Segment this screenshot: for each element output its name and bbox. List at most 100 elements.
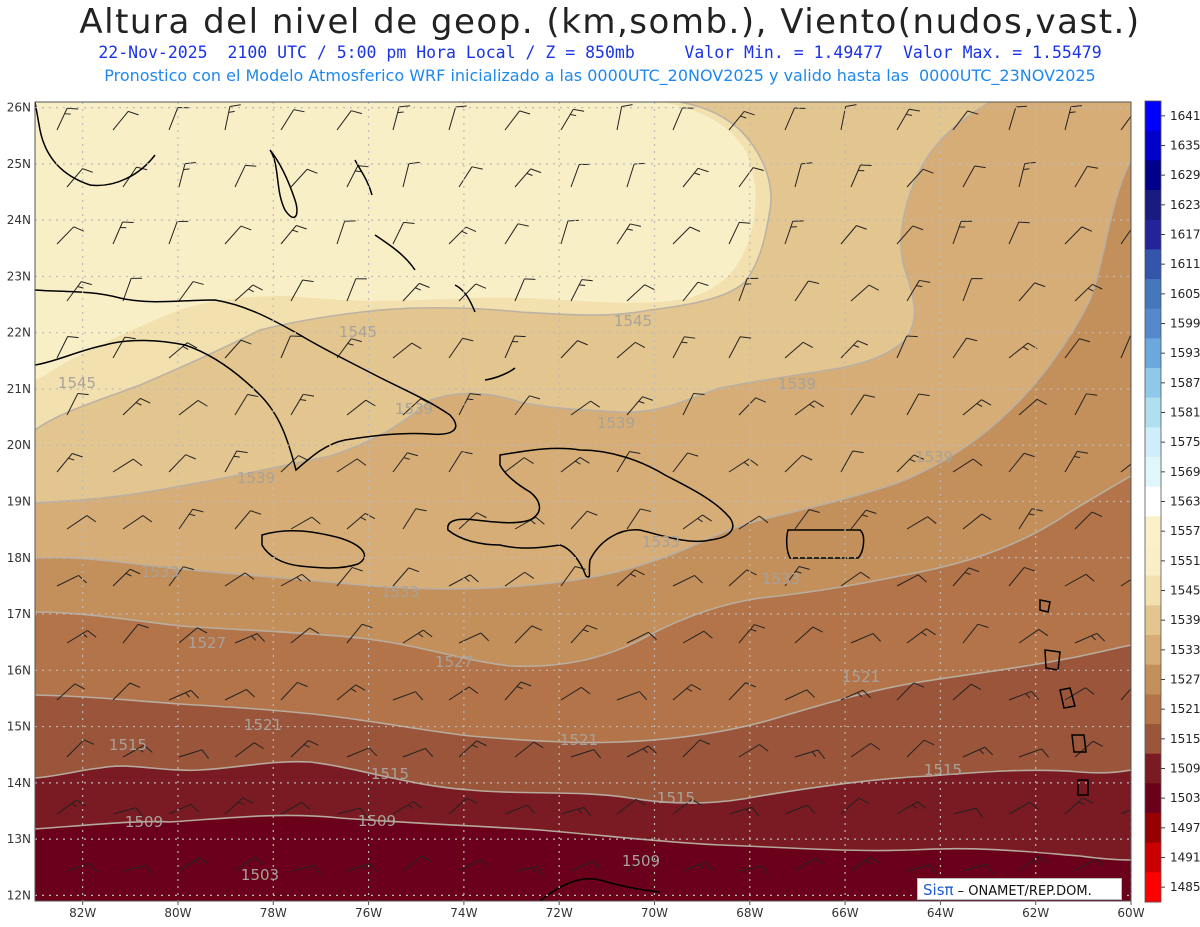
legend-swatch <box>1145 101 1161 132</box>
legend-label: 1599 <box>1170 317 1200 331</box>
wind-barb <box>1008 801 1039 815</box>
wind-barb <box>1064 450 1089 473</box>
wind-barb <box>514 168 542 188</box>
wind-barb <box>840 225 867 245</box>
contour-label: 1539 <box>778 375 816 393</box>
wind-barb <box>616 451 641 473</box>
wind-barb <box>402 161 420 188</box>
lat-tick-label: 19N <box>7 495 31 509</box>
legend-swatch <box>1145 516 1161 547</box>
wind-barb <box>448 337 474 359</box>
wind-barb <box>728 458 759 473</box>
wind-barb <box>784 220 804 245</box>
legend-label: 1587 <box>1170 376 1200 390</box>
bahamas-coastline-4 <box>454 284 476 313</box>
wind-barb <box>728 110 755 131</box>
legend-label: 1527 <box>1170 673 1200 687</box>
lat-tick-label: 22N <box>7 326 31 340</box>
wind-barb <box>1008 105 1027 131</box>
wind-barb <box>962 623 989 644</box>
wind-barb <box>784 689 815 701</box>
wind-barb <box>336 110 362 131</box>
wind-barb <box>560 456 590 473</box>
wind-barb <box>840 450 864 473</box>
wind-barb <box>168 454 196 473</box>
contour-label: 1533 <box>642 533 680 551</box>
wind-barb <box>112 458 143 473</box>
wind-barb <box>840 340 868 359</box>
wind-barb <box>178 162 196 188</box>
contour-label: 1533 <box>762 570 800 588</box>
legend-swatch <box>1145 813 1161 844</box>
wind-barb <box>234 394 259 416</box>
wind-barb <box>1074 283 1103 302</box>
wind-barb <box>122 623 149 644</box>
legend-label: 1557 <box>1170 524 1200 538</box>
legend-swatch <box>1145 694 1161 725</box>
legend-swatch <box>1145 605 1161 636</box>
bahamas-coastline-3 <box>374 234 416 271</box>
wind-barb <box>1120 809 1131 815</box>
legend-label: 1569 <box>1170 465 1200 479</box>
wind-barb <box>794 749 826 760</box>
wind-barb <box>112 110 139 131</box>
wind-barb <box>448 105 467 131</box>
wind-barb <box>616 569 645 587</box>
wind-barb <box>560 566 586 587</box>
wind-barb <box>234 742 264 758</box>
wind-barb <box>402 282 430 302</box>
wind-barb <box>504 681 532 701</box>
wind-barb <box>906 393 930 416</box>
legend-swatch <box>1145 664 1161 695</box>
puerto-rico-coastline <box>785 529 865 559</box>
wind-barb <box>850 856 880 872</box>
wind-barb <box>784 804 816 815</box>
wind-barb <box>850 284 879 302</box>
wind-barb <box>392 105 411 131</box>
contour-label: 1509 <box>622 852 660 870</box>
wind-barb <box>336 338 362 359</box>
wind-barb <box>514 395 541 416</box>
wind-barb <box>570 624 598 644</box>
wind-barb <box>952 807 983 818</box>
wind-barb <box>346 278 367 302</box>
wind-barb <box>560 340 588 359</box>
wind-barb <box>402 629 433 644</box>
wind-barb <box>1064 226 1093 245</box>
legend-label: 1635 <box>1170 139 1200 153</box>
wind-barb <box>1018 508 1043 530</box>
wind-barb <box>178 627 208 644</box>
wind-barb <box>560 806 592 817</box>
wind-barb <box>280 109 305 131</box>
wind-barb <box>616 104 633 131</box>
wind-barb <box>290 279 314 302</box>
wind-barb <box>896 454 925 473</box>
wind-barb <box>952 458 983 473</box>
wind-barb <box>504 804 536 815</box>
legend-label: 1581 <box>1170 406 1200 420</box>
wind-barb <box>168 803 200 815</box>
wind-barb <box>458 859 489 872</box>
legend-swatch <box>1145 783 1161 814</box>
wind-barb <box>178 857 209 872</box>
legend-label: 1641 <box>1170 109 1200 123</box>
contour-lines <box>35 102 1131 861</box>
contour-label: 1521 <box>560 731 598 749</box>
wind-barb <box>1018 855 1048 872</box>
wind-barb <box>616 341 646 359</box>
wind-barb <box>290 168 318 188</box>
wind-barb <box>1074 165 1099 188</box>
wind-barb <box>66 862 98 872</box>
wind-barb <box>1064 105 1083 131</box>
wind-barb <box>906 864 938 875</box>
wind-barb <box>448 226 477 245</box>
wind-barb <box>784 566 810 587</box>
wind-barb <box>840 797 869 815</box>
contour-label: 1545 <box>339 323 377 341</box>
wind-barb <box>280 335 302 359</box>
wind-barb <box>794 509 820 530</box>
legend-swatch <box>1145 486 1161 517</box>
wind-barb <box>458 512 487 530</box>
contour-label: 1521 <box>842 668 880 686</box>
wind-barb <box>738 515 769 530</box>
